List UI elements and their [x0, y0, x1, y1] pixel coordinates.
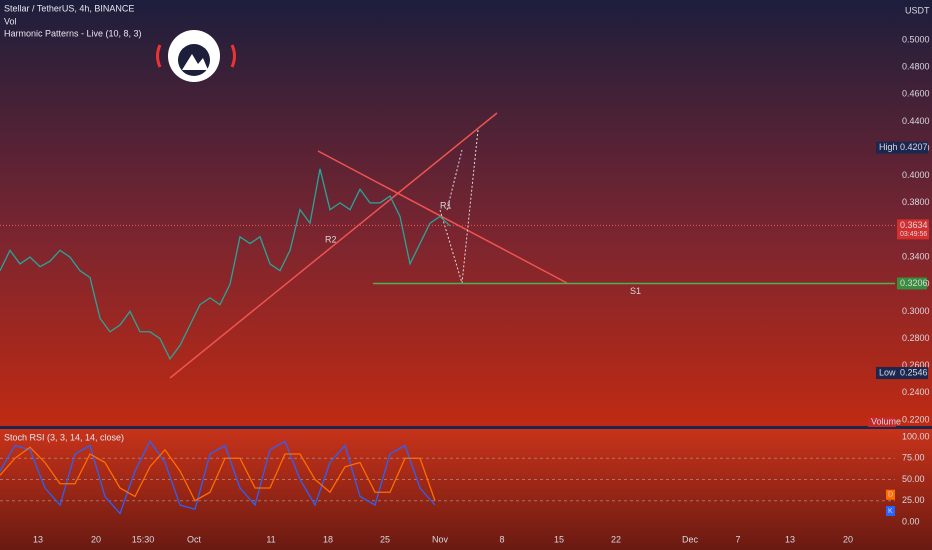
x-tick-label: 20 — [843, 534, 853, 544]
indicator: Harmonic Patterns - Live (10, 8, 3) — [4, 28, 142, 38]
x-tick-label: 13 — [33, 534, 43, 544]
currency: USDT — [905, 5, 930, 15]
legend-swatch — [886, 489, 895, 500]
low-value: 0.2546 — [900, 367, 928, 377]
y-tick-label: 75.00 — [902, 453, 925, 463]
stoch-pane — [0, 429, 932, 550]
price-tag — [897, 277, 927, 290]
last-value: 0.3634 — [900, 220, 928, 230]
pane-divider — [0, 426, 932, 429]
x-tick-label: Nov — [432, 534, 449, 544]
x-tick-label: Oct — [187, 534, 202, 544]
x-tick-label: Dec — [682, 534, 699, 544]
x-tick-label: 11 — [266, 534, 275, 544]
x-tick-label: 20 — [91, 534, 101, 544]
countdown: 03:49:56 — [900, 231, 927, 238]
last-tag — [897, 219, 929, 240]
series-line — [0, 168, 451, 361]
x-tick-label: 15:30 — [132, 534, 155, 544]
x-tick-label: 18 — [323, 534, 333, 544]
legend-swatch — [886, 506, 895, 516]
volume-label: Volume — [871, 416, 901, 426]
y-tick-label: 0.4800 — [902, 62, 930, 72]
x-tick-label: 25 — [380, 534, 390, 544]
y-tick-label: 0.00 — [902, 516, 920, 526]
low-name: Low — [879, 367, 896, 377]
x-tick-label: 8 — [499, 534, 504, 544]
y-tick-label: 0.4600 — [902, 89, 930, 99]
y-tick-label: 0.3000 — [902, 306, 930, 316]
y-tick-label: 0.2600 — [902, 360, 930, 370]
high-value: 0.4207 — [900, 142, 928, 152]
chart-title: Stellar / TetherUS, 4h, BINANCE — [4, 3, 134, 13]
y-tick-label: 0.2800 — [902, 333, 930, 343]
y-tick-label: 0.5000 — [902, 34, 930, 44]
annotation: R1 — [440, 200, 452, 210]
high-tag — [876, 141, 928, 154]
y-tick-label: 0.3400 — [902, 252, 930, 262]
y-tick-label: 0.3800 — [902, 197, 930, 207]
annotation: R2 — [325, 234, 337, 244]
subtitle: Vol — [4, 16, 17, 26]
y-tick-label: 25.00 — [902, 495, 925, 505]
x-tick-label: 7 — [735, 534, 740, 544]
stoch-title: Stoch RSI (3, 3, 14, 14, close) — [4, 432, 124, 442]
low-tag — [876, 367, 928, 380]
x-tick-label: 22 — [611, 534, 621, 544]
x-tick-label: 15 — [554, 534, 564, 544]
y-tick-label: 50.00 — [902, 474, 925, 484]
y-tick-label: 0.4400 — [902, 116, 930, 126]
y-tick-label: 0.2400 — [902, 387, 930, 397]
legend-label: K — [888, 508, 893, 515]
series-line — [0, 439, 436, 515]
legend-label: D — [888, 492, 893, 499]
y-tick-label: 100.00 — [902, 431, 930, 441]
support-name: S1 — [630, 286, 641, 296]
y-tick-label: 0.4000 — [902, 170, 930, 180]
volume-tag — [868, 417, 896, 427]
trend-line — [169, 112, 498, 379]
price-tag-label: 0.3206 — [900, 278, 928, 288]
trend-line — [317, 150, 568, 284]
logo — [156, 30, 236, 82]
series-line — [0, 446, 436, 502]
high-name: High — [879, 142, 898, 152]
y-tick-label: 0.2200 — [902, 414, 930, 424]
main-pane — [0, 0, 932, 426]
x-tick-label: 13 — [785, 534, 795, 544]
